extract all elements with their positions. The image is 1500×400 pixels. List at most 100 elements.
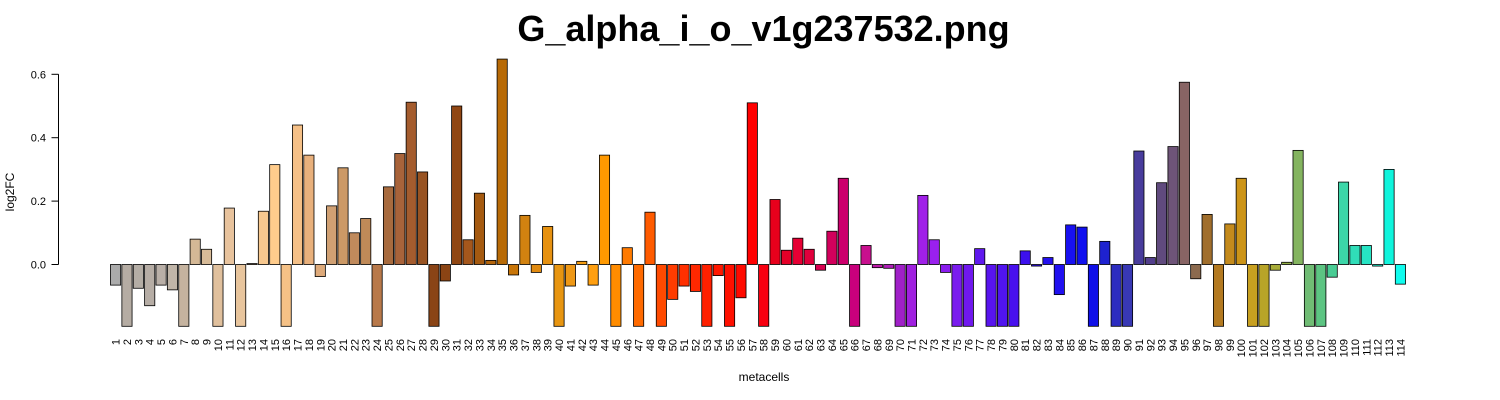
bar-87 xyxy=(1087,264,1099,327)
x-tick-label: 48 xyxy=(645,339,657,351)
x-tick-label: 83 xyxy=(1043,339,1055,351)
bar-52 xyxy=(689,264,701,292)
x-tick-label: 60 xyxy=(781,339,793,351)
bar-85 xyxy=(1065,224,1077,265)
bar-68 xyxy=(871,264,883,269)
x-tick-label: 104 xyxy=(1282,339,1294,357)
x-tick-label: 74 xyxy=(941,339,953,351)
bar-99 xyxy=(1224,223,1236,265)
bar-100 xyxy=(1235,177,1247,265)
bar-96 xyxy=(1190,264,1202,280)
x-tick-label: 10 xyxy=(213,339,225,351)
chart-title: G_alpha_i_o_v1g237532.png xyxy=(517,8,1010,49)
bar-102 xyxy=(1258,264,1270,327)
x-tick-label: 56 xyxy=(736,339,748,351)
x-tick-label: 97 xyxy=(1202,339,1214,351)
x-tick-label: 67 xyxy=(861,339,873,351)
x-tick-label: 59 xyxy=(770,339,782,351)
x-tick-label: 46 xyxy=(622,339,634,351)
x-tick-label: 40 xyxy=(554,339,566,351)
x-tick-label: 19 xyxy=(315,339,327,351)
x-tick-label: 98 xyxy=(1213,339,1225,351)
x-tick-label: 102 xyxy=(1259,339,1271,357)
y-tick-label: 0.6 xyxy=(31,69,46,81)
x-tick-label: 55 xyxy=(725,339,737,351)
x-tick-label: 36 xyxy=(509,339,521,351)
bar-105 xyxy=(1292,149,1304,265)
bar-57 xyxy=(746,102,758,265)
bar-12 xyxy=(235,264,247,327)
bar-5 xyxy=(155,264,167,286)
y-tick-label: 0.4 xyxy=(31,133,46,145)
bar-43 xyxy=(587,264,599,286)
bar-23 xyxy=(360,218,372,265)
x-tick-label: 33 xyxy=(474,339,486,351)
bar-46 xyxy=(621,247,633,265)
bar-17 xyxy=(292,124,304,265)
bar-38 xyxy=(530,264,542,273)
x-tick-label: 26 xyxy=(395,339,407,351)
bar-33 xyxy=(473,192,485,265)
x-tick-label: 18 xyxy=(304,339,316,351)
x-tick-label: 25 xyxy=(383,339,395,351)
bar-51 xyxy=(678,264,690,287)
x-tick-label: 70 xyxy=(895,339,907,351)
bar-81 xyxy=(1019,250,1031,265)
bar-21 xyxy=(337,167,349,265)
bar-13 xyxy=(246,263,258,265)
bar-113 xyxy=(1383,168,1395,265)
x-tick-label: 12 xyxy=(236,339,248,351)
x-tick-label: 47 xyxy=(634,339,646,351)
bar-71 xyxy=(906,264,918,327)
x-tick-label: 79 xyxy=(997,339,1009,351)
bar-83 xyxy=(1042,257,1054,265)
x-tick-label: 49 xyxy=(656,339,668,351)
x-tick-label: 71 xyxy=(907,339,919,351)
bar-80 xyxy=(1008,264,1020,327)
bar-49 xyxy=(655,264,667,327)
bar-36 xyxy=(508,264,520,276)
bar-30 xyxy=(439,264,451,282)
bar-94 xyxy=(1167,146,1179,265)
bar-47 xyxy=(633,264,645,327)
bar-11 xyxy=(223,207,235,265)
x-tick-label: 112 xyxy=(1373,339,1385,357)
x-tick-label: 100 xyxy=(1236,339,1248,357)
bar-48 xyxy=(644,211,656,265)
bar-107 xyxy=(1315,264,1327,327)
x-tick-label: 105 xyxy=(1293,339,1305,357)
x-tick-label: 29 xyxy=(429,339,441,351)
x-tick-label: 94 xyxy=(1168,339,1180,351)
y-tick-label: 0.0 xyxy=(31,260,46,272)
x-tick-label: 41 xyxy=(565,339,577,351)
x-tick-label: 76 xyxy=(963,339,975,351)
x-tick-label: 16 xyxy=(281,339,293,351)
bar-91 xyxy=(1133,150,1145,265)
x-tick-label: 20 xyxy=(327,339,339,351)
x-tick-label: 99 xyxy=(1225,339,1237,351)
bar-15 xyxy=(269,164,281,265)
x-tick-label: 14 xyxy=(258,339,270,351)
x-tick-label: 2 xyxy=(122,339,134,345)
x-tick-label: 45 xyxy=(611,339,623,351)
x-tick-label: 4 xyxy=(145,339,157,345)
bar-66 xyxy=(849,264,861,327)
bar-111 xyxy=(1360,245,1372,265)
bar-84 xyxy=(1053,264,1065,296)
bar-54 xyxy=(712,264,724,277)
x-tick-label: 35 xyxy=(497,339,509,351)
bar-34 xyxy=(485,259,497,265)
bar-59 xyxy=(769,199,781,265)
bar-88 xyxy=(1099,240,1111,265)
bar-60 xyxy=(780,249,792,265)
x-tick-label: 91 xyxy=(1134,339,1146,351)
x-tick-label: 3 xyxy=(133,339,145,345)
bar-101 xyxy=(1247,264,1259,327)
bar-1 xyxy=(110,264,122,286)
x-tick-label: 81 xyxy=(1020,339,1032,351)
x-tick-label: 95 xyxy=(1179,339,1191,351)
x-tick-label: 9 xyxy=(202,339,214,345)
x-tick-label: 96 xyxy=(1191,339,1203,351)
bar-35 xyxy=(496,58,508,265)
